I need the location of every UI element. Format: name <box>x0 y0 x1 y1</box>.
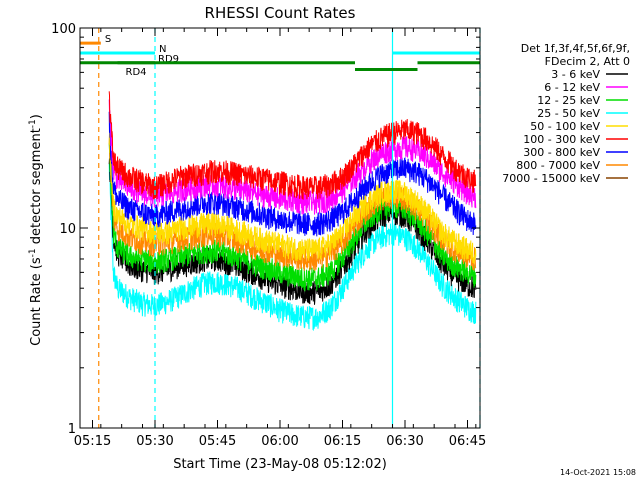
flag-label-3: RD9 <box>158 54 179 65</box>
legend: Det 1f,3f,4f,5f,6f,9f,FDecim 2, Att 03 -… <box>502 42 630 185</box>
series-line-5 <box>108 111 477 237</box>
legend-entry-label-8: 7000 - 15000 keV <box>502 172 600 185</box>
series-line-0 <box>108 164 477 331</box>
timestamp-label: 14-Oct-2021 15:08 <box>560 468 636 477</box>
legend-entry-label-5: 100 - 300 keV <box>523 133 600 146</box>
x-axis-label: Start Time (23-May-08 05:12:02) <box>173 457 387 472</box>
flag-label-0: S <box>105 34 111 45</box>
axes: 05:15 05:30 05:45 06:00 06:15 06:30 06:45 1 10 10… <box>51 22 486 449</box>
legend-entry-label-1: 6 - 12 keV <box>544 81 600 94</box>
flag-label-1: N <box>159 44 166 55</box>
legend-header-1: FDecim 2, Att 0 <box>545 55 630 68</box>
x-tick-label-2: 05:30 <box>136 434 173 449</box>
x-tick-label-6: 06:30 <box>386 434 423 449</box>
flag-label-7: RD4 <box>126 67 147 78</box>
series-line-4 <box>108 131 477 265</box>
x-tick-label-4: 06:00 <box>261 434 298 449</box>
series-line-7 <box>108 91 477 200</box>
legend-entry-label-3: 25 - 50 keV <box>537 107 600 120</box>
x-tick-label-3: 05:45 <box>199 434 236 449</box>
y-tick-label-0: 1 <box>68 422 76 437</box>
legend-entry-label-6: 300 - 800 keV <box>523 146 600 159</box>
x-tick-label-7: 06:45 <box>449 434 486 449</box>
x-tick-label-1: 05:15 <box>74 434 111 449</box>
legend-entry-label-2: 12 - 25 keV <box>537 94 600 107</box>
x-tick-label-5: 06:15 <box>324 434 361 449</box>
y-axis-label: Count Rate (s-1 detector segment-1) <box>28 114 44 346</box>
y-tick-label-1: 10 <box>59 222 76 237</box>
chart-title: RHESSI Count Rates <box>205 4 356 22</box>
legend-entry-label-0: 3 - 6 keV <box>551 68 600 81</box>
legend-entry-label-7: 800 - 7000 keV <box>516 159 600 172</box>
series-line-6 <box>108 99 477 215</box>
legend-entry-label-4: 50 - 100 keV <box>530 120 600 133</box>
y-tick-label-2: 100 <box>51 22 76 37</box>
legend-header-0: Det 1f,3f,4f,5f,6f,9f, <box>521 42 630 55</box>
